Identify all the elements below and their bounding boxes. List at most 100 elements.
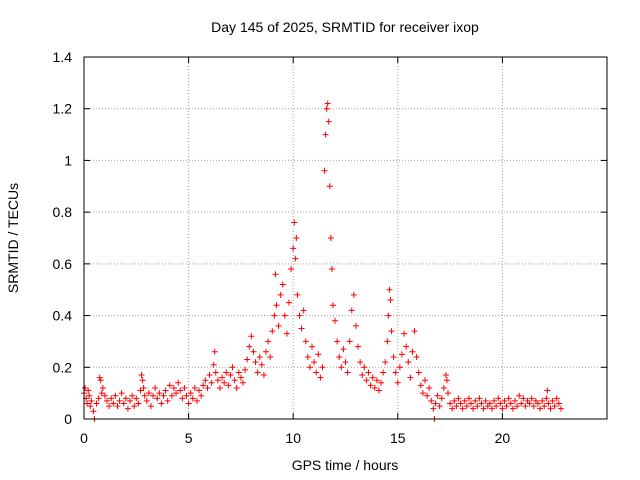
data-point <box>145 390 152 397</box>
data-point <box>417 382 424 389</box>
data-point <box>373 377 380 384</box>
data-point <box>514 403 521 410</box>
data-point <box>405 359 412 366</box>
data-point <box>291 219 298 226</box>
data-point <box>164 397 171 404</box>
data-point <box>394 379 401 386</box>
data-point <box>254 369 261 376</box>
data-point <box>269 328 276 335</box>
data-point <box>137 387 144 394</box>
data-point <box>329 302 336 309</box>
data-point <box>445 390 452 397</box>
data-point <box>449 405 456 412</box>
data-point <box>350 291 357 298</box>
data-point <box>557 405 564 412</box>
data-point <box>183 392 190 399</box>
x-tick-label: 20 <box>495 430 511 446</box>
data-point <box>187 390 194 397</box>
data-point <box>233 384 240 391</box>
data-point <box>189 395 196 402</box>
data-point <box>357 359 364 366</box>
data-point <box>260 372 267 379</box>
data-point <box>468 400 475 407</box>
data-point <box>275 322 282 329</box>
data-point <box>476 395 483 402</box>
data-point <box>505 395 512 402</box>
data-point <box>493 403 500 410</box>
data-point <box>304 353 311 360</box>
data-point <box>499 405 506 412</box>
x-axis-ticks: 0 5 10 15 20 <box>80 57 510 446</box>
data-point <box>250 348 257 355</box>
data-point <box>516 392 523 399</box>
data-points <box>81 100 564 422</box>
data-point <box>325 118 332 125</box>
data-point <box>530 403 537 410</box>
data-point <box>294 291 301 298</box>
data-point <box>495 395 502 402</box>
data-point <box>311 359 318 366</box>
data-point <box>193 397 200 404</box>
data-point <box>206 372 213 379</box>
data-point <box>539 397 546 404</box>
data-point <box>411 328 418 335</box>
data-point <box>323 105 330 112</box>
data-point <box>518 400 525 407</box>
data-point <box>265 338 272 345</box>
data-point <box>457 400 464 407</box>
data-point <box>208 379 215 386</box>
data-point <box>225 382 232 389</box>
data-point <box>108 395 115 402</box>
data-point <box>309 343 316 350</box>
data-point <box>480 405 487 412</box>
data-point <box>371 384 378 391</box>
data-point <box>267 353 274 360</box>
data-point <box>340 346 347 353</box>
data-point <box>271 312 278 319</box>
data-point <box>334 338 341 345</box>
data-point <box>328 266 335 273</box>
data-point <box>93 400 100 407</box>
data-point <box>326 183 333 190</box>
y-tick-label: 0.4 <box>53 308 73 324</box>
data-point <box>526 400 533 407</box>
data-point <box>216 384 223 391</box>
data-point <box>158 400 165 407</box>
y-axis-ticks: 0 0.2 0.4 0.6 0.8 1 1.2 1.4 <box>53 49 607 427</box>
data-point <box>120 400 127 407</box>
data-point <box>386 286 393 293</box>
x-tick-label: 15 <box>390 430 406 446</box>
data-point <box>181 384 188 391</box>
data-point <box>451 397 458 404</box>
data-point <box>384 338 391 345</box>
data-point <box>315 351 322 358</box>
y-tick-label: 1.2 <box>53 101 73 117</box>
data-point <box>365 369 372 376</box>
data-point <box>407 374 414 381</box>
data-point <box>426 384 433 391</box>
data-point <box>150 392 157 399</box>
data-point <box>246 343 253 350</box>
data-point <box>549 397 556 404</box>
data-point <box>293 235 300 241</box>
data-point <box>465 395 472 402</box>
chart-title: Day 145 of 2025, SRMTID for receiver ixo… <box>211 19 479 35</box>
data-point <box>388 328 395 335</box>
data-point <box>127 397 134 404</box>
data-point <box>378 379 385 386</box>
data-point <box>497 400 504 407</box>
data-point <box>387 297 394 304</box>
x-axis-label: GPS time / hours <box>292 457 399 473</box>
grid <box>84 57 607 419</box>
data-point <box>244 356 251 363</box>
data-point <box>322 131 329 138</box>
data-point <box>317 374 324 381</box>
data-point <box>380 369 387 376</box>
data-point <box>140 384 147 391</box>
data-point <box>258 361 265 368</box>
data-point <box>179 395 186 402</box>
data-point <box>154 395 161 402</box>
y-tick-label: 1 <box>64 152 72 168</box>
data-point <box>263 348 270 355</box>
